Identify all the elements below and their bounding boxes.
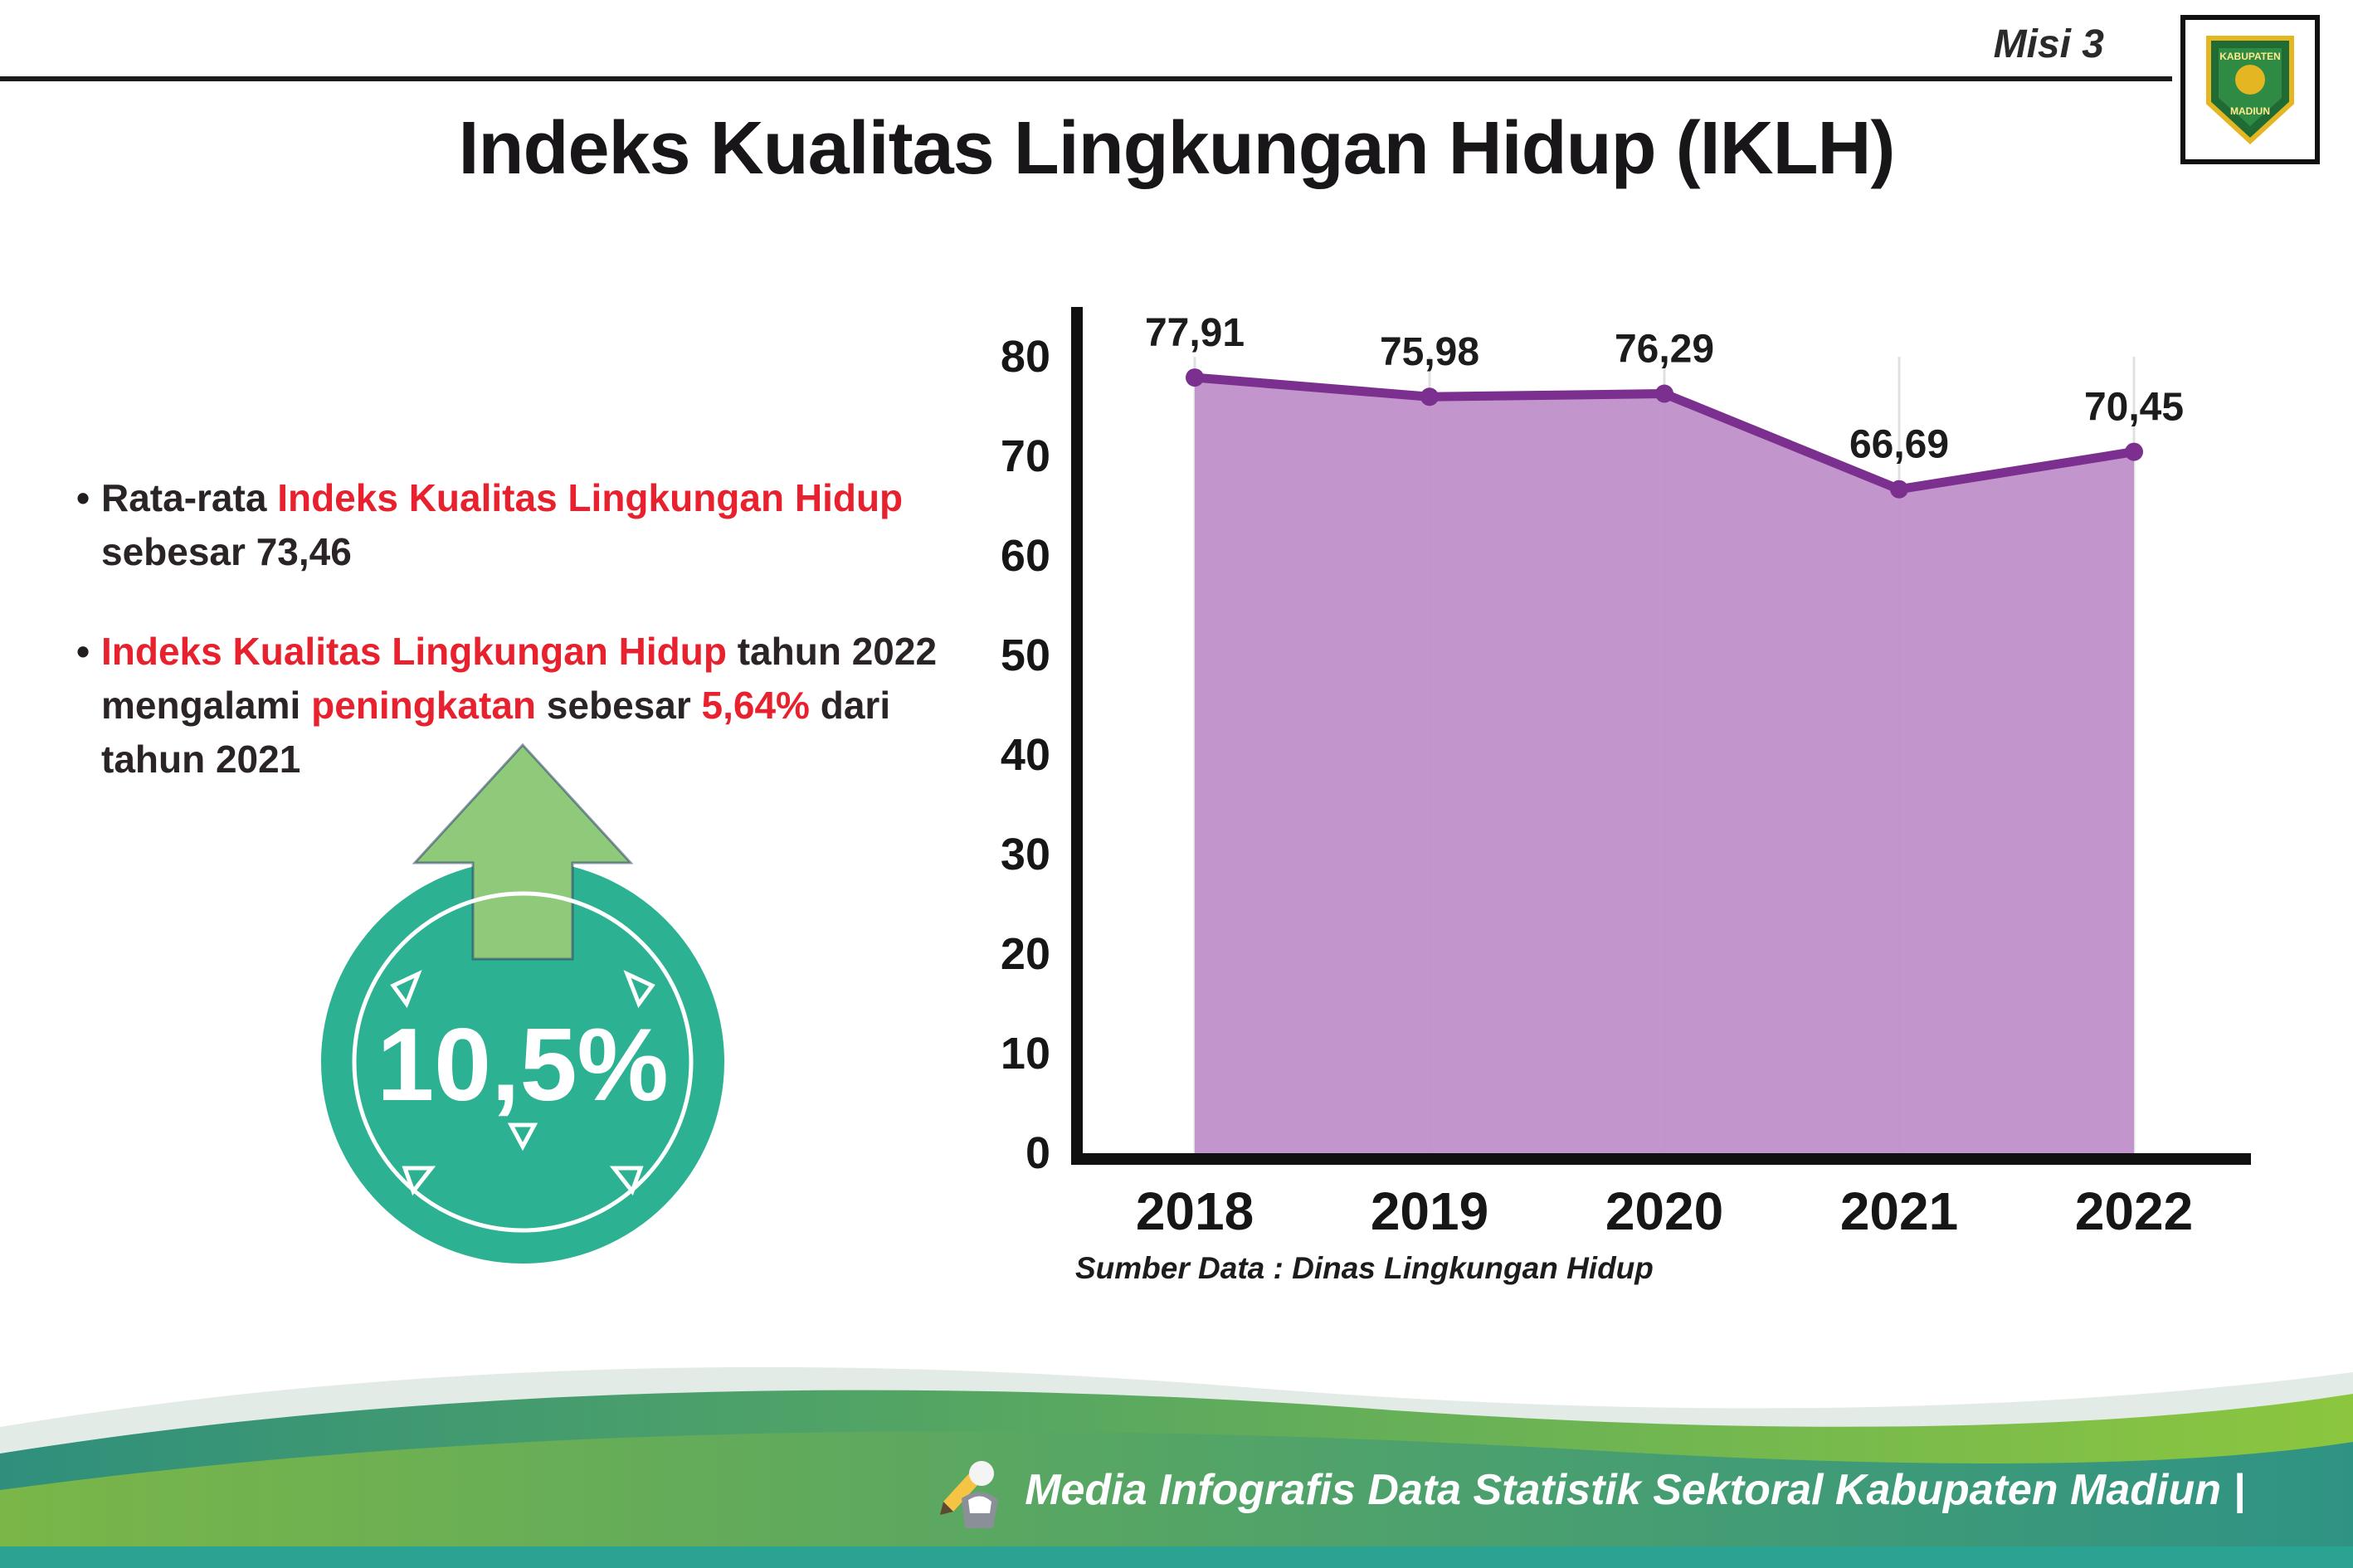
svg-text:0: 0 [1025, 1128, 1050, 1178]
svg-text:2018: 2018 [1136, 1181, 1254, 1241]
kabupaten-madiun-emblem-icon: KABUPATEN MADIUN [2206, 36, 2294, 145]
svg-text:40: 40 [1001, 730, 1050, 780]
chart-axes [1071, 307, 2251, 1165]
svg-text:80: 80 [1001, 332, 1050, 382]
footer-credit-text: Media Infografis Data Statistik Sektoral… [1025, 1466, 2245, 1514]
footer-wave-front [0, 1431, 2353, 1568]
bullet-text: Rata-rata Indeks Kualitas Lingkungan Hid… [101, 476, 904, 574]
page-title: Indeks Kualitas Lingkungan Hidup (IKLH) [458, 107, 1895, 190]
svg-text:2021: 2021 [1840, 1181, 1958, 1241]
badge-deco-triangle [507, 1122, 538, 1152]
svg-text:2022: 2022 [2075, 1181, 2193, 1241]
badge-circle [321, 860, 724, 1264]
svg-text:66,69: 66,69 [1849, 423, 1949, 467]
badge-deco-triangle [402, 1166, 436, 1196]
svg-text:70: 70 [1001, 431, 1050, 481]
bullet-text: Indeks Kualitas Lingkungan Hidup tahun 2… [101, 629, 938, 782]
header-divider [0, 76, 2172, 81]
bullet-marker: • [76, 476, 90, 519]
bullet-item: • Rata-rata Indeks Kualitas Lingkungan Hi… [76, 471, 989, 580]
svg-text:50: 50 [1001, 631, 1050, 680]
badge-deco-triangle [609, 1166, 644, 1196]
svg-text:30: 30 [1001, 830, 1050, 879]
kabupaten-madiun-logo: KABUPATEN MADIUN [2180, 15, 2320, 164]
summary-bullets: • Rata-rata Indeks Kualitas Lingkungan Hi… [76, 471, 989, 832]
badge-deco-triangle [623, 970, 655, 1009]
footer-bottom-strip [0, 1546, 2353, 1568]
svg-text:60: 60 [1001, 531, 1050, 581]
chart-xtick-labels: 2018 2019 2020 2021 2022 [1136, 1181, 2193, 1241]
svg-text:20: 20 [1001, 929, 1050, 979]
badge-deco-triangle [390, 970, 422, 1009]
logo-bottom-text: MADIUN [2230, 105, 2270, 117]
footer-waves [0, 1366, 2353, 1568]
svg-text:75,98: 75,98 [1380, 330, 1479, 374]
footer-credit: Media Infografis Data Statistik Sektoral… [937, 1450, 2245, 1530]
chart-value-labels: 77,91 75,98 76,29 66,69 70,45 [1145, 311, 2184, 467]
chart-ytick-labels: 0 10 20 30 40 50 60 70 80 [1001, 332, 1050, 1178]
increase-badge-graphic: 10,5% [321, 743, 724, 1264]
chart-data-points [1186, 368, 2143, 499]
increase-badge: 10,5% [314, 737, 737, 1284]
svg-text:10: 10 [1001, 1029, 1050, 1079]
svg-text:76,29: 76,29 [1615, 328, 1714, 372]
chart-source: Sumber Data : Dinas Lingkungan Hidup [1075, 1251, 1654, 1285]
chart-svg: 77,91 75,98 76,29 66,69 70,45 0 10 20 30 40 50 60 70… [1001, 307, 2251, 1241]
bullet-marker: • [76, 629, 90, 673]
svg-text:2019: 2019 [1371, 1181, 1488, 1241]
iklh-area-chart: 77,91 75,98 76,29 66,69 70,45 0 10 20 30 40 50 60 70… [996, 274, 2290, 1286]
svg-text:2020: 2020 [1605, 1181, 1723, 1241]
misi-label: Misi 3 [1993, 22, 2104, 66]
svg-text:77,91: 77,91 [1145, 311, 1245, 355]
svg-text:70,45: 70,45 [2084, 386, 2184, 430]
up-arrow-icon [412, 743, 634, 961]
badge-value: 10,5% [377, 1008, 669, 1122]
mascot-icon [940, 1461, 999, 1528]
chart-area-series [1195, 377, 2134, 1153]
bullet-item: • Indeks Kualitas Lingkungan Hidup tahun … [76, 625, 989, 787]
badge-ring [352, 891, 694, 1233]
logo-top-text: KABUPATEN [2219, 51, 2281, 62]
